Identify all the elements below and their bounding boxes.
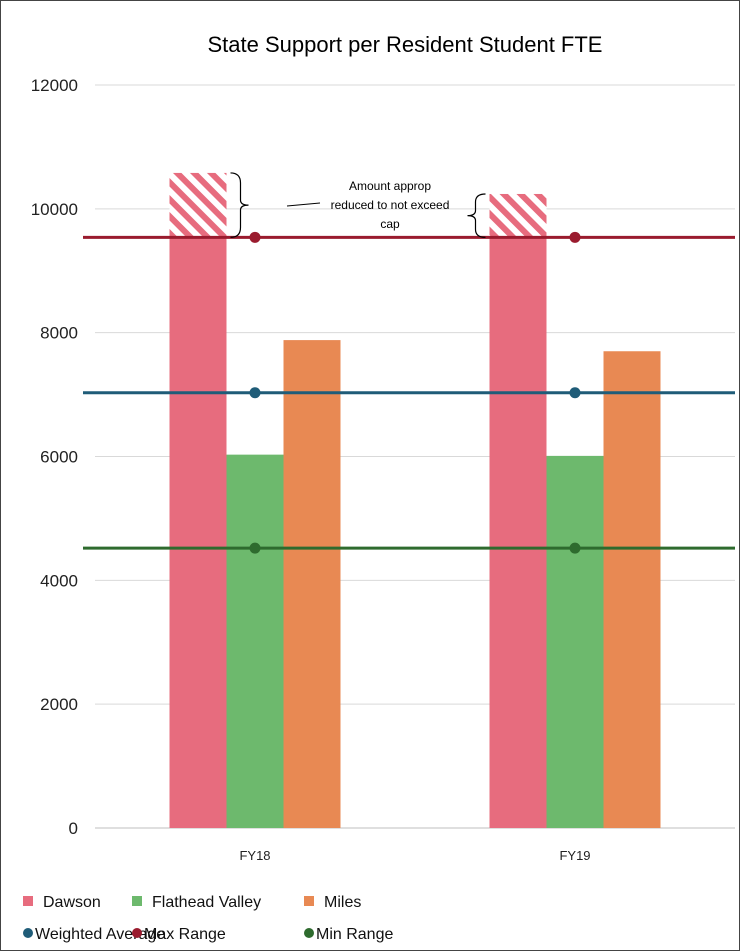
reduced-amount-hatches (169, 172, 547, 238)
reduced-amount-segment (169, 172, 227, 238)
legend-label: Dawson (43, 894, 101, 911)
reduced-amount-segment (489, 193, 547, 238)
bar-flathead-valley (226, 454, 284, 828)
y-axis-tick-labels: 0 2000 4000 6000 8000 10000 12000 (31, 76, 78, 838)
y-tick-label: 6000 (40, 448, 78, 467)
legend-swatch (304, 896, 314, 906)
bar-dawson (169, 237, 227, 828)
legend-swatch (132, 896, 142, 906)
y-tick-label: 10000 (31, 200, 78, 219)
annotation-line: Amount approp (349, 179, 431, 193)
y-tick-label: 2000 (40, 695, 78, 714)
legend-label: Flathead Valley (152, 894, 261, 911)
bar-miles (283, 340, 341, 828)
annotation-brace (467, 193, 486, 238)
reference-marker (249, 542, 261, 554)
legend-marker (23, 928, 33, 938)
x-axis-category-labels: FY18 FY19 (239, 848, 590, 863)
reference-marker (569, 231, 581, 243)
x-category-label: FY18 (239, 848, 270, 863)
annotation-line: cap (380, 217, 400, 231)
annotation-line: reduced to not exceed (331, 198, 450, 212)
reference-lines (83, 231, 735, 554)
legend: Dawson Flathead Valley Miles Weighted Avera… (23, 894, 393, 943)
bar-dawson (489, 237, 547, 828)
legend-label: Weighted Average (35, 926, 165, 943)
annotation-braces (230, 172, 486, 238)
bar-flathead-valley (546, 455, 604, 828)
chart-title: State Support per Resident Student FTE (207, 32, 602, 57)
legend-label: Min Range (316, 926, 393, 943)
reference-marker (569, 387, 581, 399)
y-tick-label: 8000 (40, 324, 78, 343)
reference-marker (569, 542, 581, 554)
y-tick-label: 12000 (31, 76, 78, 95)
legend-marker (132, 928, 142, 938)
legend-swatch (23, 896, 33, 906)
annotation: Amount approp reduced to not exceed cap (286, 179, 450, 231)
y-tick-label: 4000 (40, 571, 78, 590)
reference-marker (249, 231, 261, 243)
legend-label: Miles (324, 894, 361, 911)
bars (169, 237, 661, 828)
annotation-brace (230, 172, 249, 238)
reference-marker (249, 387, 261, 399)
y-tick-label: 0 (69, 819, 78, 838)
annotation-arrow (286, 202, 321, 207)
bar-miles (603, 351, 661, 828)
legend-marker (304, 928, 314, 938)
legend-label: Max Range (144, 926, 226, 943)
x-category-label: FY19 (559, 848, 590, 863)
